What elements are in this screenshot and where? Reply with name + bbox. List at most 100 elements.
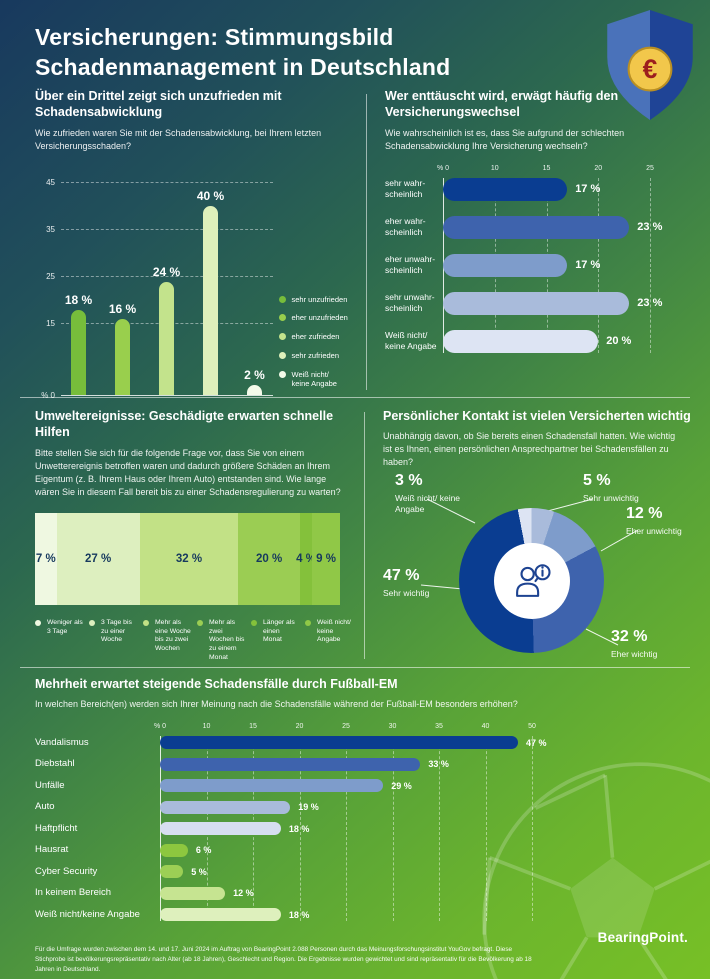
plot-area: Vandalismus 47 % Diebstahl 33 % Unfälle 29 % A… xyxy=(35,736,690,922)
legend-dot xyxy=(251,619,257,626)
legend-label: Weniger als 3 Tage xyxy=(47,618,83,635)
y-axis-tick: 35 xyxy=(46,224,55,234)
divider-horizontal-2 xyxy=(20,667,690,668)
row-label: eher unwahr- scheinlich xyxy=(385,254,436,276)
bar-2 xyxy=(443,215,630,239)
bar-track: 23 % xyxy=(443,215,662,239)
section-wait-time-question: Bitte stellen Sie sich für die folgende … xyxy=(35,447,341,497)
bar-value-label: 16 % xyxy=(108,302,137,317)
segment-6: 9 % xyxy=(312,512,340,605)
bar-value-label: 40 % xyxy=(196,189,225,204)
person-info-icon xyxy=(515,564,551,597)
bar-value-label: 6 % xyxy=(195,845,212,856)
section-wait-time: Umweltereignisse: Geschädigte erwarten s… xyxy=(35,408,357,663)
legend-item: eher zufrieden xyxy=(278,332,361,342)
section-satisfaction: Über ein Drittel zeigt sich unzufrieden … xyxy=(35,88,361,400)
x-axis-tick: % 0 xyxy=(153,723,167,731)
bar-track: 29 % xyxy=(160,779,532,793)
chart-row: Cyber Security 5 % xyxy=(35,865,690,879)
divider-vertical-middle xyxy=(364,412,365,659)
gridline-45: 45 xyxy=(46,178,273,187)
gridline xyxy=(598,177,600,353)
chart-row: Weiß nicht/keine Angabe 18 % xyxy=(35,908,690,922)
bar-value-label: 17 % xyxy=(575,259,601,272)
pie-slice-name: Sehr wichtig xyxy=(383,588,430,599)
y-axis-tick: 25 xyxy=(46,271,55,281)
x-axis: % 0 10 15 20 25 xyxy=(437,164,654,178)
section-satisfaction-question: Wie zufrieden waren Sie mit der Schadens… xyxy=(35,127,322,151)
x-axis-tick: 25 xyxy=(646,164,654,172)
legend-label: eher unzufrieden xyxy=(291,313,348,323)
gridline-25: 25 xyxy=(46,272,273,281)
y-axis-zero-label: % 0 xyxy=(41,390,55,400)
football-em-chart: % 0 10 15 20 25 30 35 40 50 Vandalismus 47 % Diebst… xyxy=(35,723,690,922)
row-label: In keinem Bereich xyxy=(35,887,112,899)
pie-slice-name: Eher unwichtig xyxy=(626,526,682,537)
section-switching-title: Wer enttäuscht wird, erwägt häufig den V… xyxy=(385,89,619,120)
chart-row: In keinem Bereich 12 % xyxy=(35,886,690,900)
bar-3: 24 % xyxy=(153,265,180,395)
bar-9 xyxy=(160,908,281,922)
footnote: Für die Umfrage wurden zwischen dem 14. … xyxy=(35,946,532,974)
chart-row: Hausrat 6 % xyxy=(35,843,690,857)
segment-value-label: 20 % xyxy=(256,552,283,565)
row-label: Hausrat xyxy=(35,844,69,856)
pie-label-l: 47 % Sehr wichtig xyxy=(383,568,429,599)
legend-label: Mehr als eine Woche bis zu zwei Wochen xyxy=(155,618,191,653)
segment-1: 7 % xyxy=(35,512,57,605)
pie-center-badge xyxy=(493,542,570,619)
bar-1: 18 % xyxy=(65,293,92,395)
gridline xyxy=(439,736,440,922)
row-label: Auto xyxy=(35,801,55,813)
bar-1 xyxy=(160,736,519,750)
pie-slice-name: Weiß nicht/ keine Angabe xyxy=(395,493,461,515)
row-label: Weiß nicht/keine Angabe xyxy=(35,908,140,920)
x-axis: % 0 10 15 20 25 30 35 40 50 xyxy=(154,723,536,736)
euro-coin-icon xyxy=(627,46,673,92)
x-axis-tick: 25 xyxy=(342,723,350,731)
pie-slice-name: Sehr unwichtig xyxy=(583,493,639,504)
x-axis-tick: 10 xyxy=(490,164,499,172)
legend-item: Weiß nicht/ keine Angabe xyxy=(305,619,353,663)
legend-item: Mehr als zwei Wochen bis zu einem Monat xyxy=(197,619,245,663)
legend-dot xyxy=(35,619,41,626)
x-axis-tick: 30 xyxy=(388,723,397,731)
row-label: Unfälle xyxy=(35,779,65,791)
divider-horizontal-1 xyxy=(20,397,690,398)
chart-row: Unfälle 29 % xyxy=(35,779,690,793)
row-label: sehr wahr- scheinlich xyxy=(385,178,426,200)
legend-item: 3 Tage bis zu einer Woche xyxy=(89,619,137,663)
legend-label: sehr zufrieden xyxy=(291,350,340,360)
chart-row: Diebstahl 33 % xyxy=(35,757,690,771)
gridline xyxy=(650,177,651,353)
section-football-em-title: Mehrheit erwartet steigende Schadensfäll… xyxy=(35,677,398,691)
legend-dot xyxy=(89,619,95,626)
x-axis-tick: 10 xyxy=(202,723,211,731)
bar-4 xyxy=(443,291,630,315)
legend-item: sehr unzufrieden xyxy=(278,294,361,305)
legend-item: Länger als einen Monat xyxy=(251,619,299,663)
bar-track: 17 % xyxy=(443,177,650,201)
bar-value-label: 2 % xyxy=(244,368,265,383)
page-title: Versicherungen: Stimmungsbild Schadenmana… xyxy=(35,22,450,83)
satisfaction-legend: sehr unzufrieden eher unzufrieden eher zuf… xyxy=(278,294,361,396)
legend-item: Weiß nicht/ keine Angabe xyxy=(278,370,361,390)
brand-logo: BearingPoint. xyxy=(597,930,688,945)
bar-track: 23 % xyxy=(443,291,662,315)
bar-track: 12 % xyxy=(160,886,532,900)
legend-item: sehr zufrieden xyxy=(278,350,361,361)
bar-value-label: 5 % xyxy=(191,866,207,877)
page-title-line2: Schadenmanagement in Deutschland xyxy=(35,54,451,81)
legend-label: sehr unzufrieden xyxy=(291,294,348,304)
y-axis-tick: 15 xyxy=(46,318,55,328)
bar-value-label: 18 % xyxy=(64,292,93,307)
chart-row: Auto 19 % xyxy=(35,800,690,814)
y-axis-tick: 45 xyxy=(46,177,55,187)
bars: 18 % 16 % 24 % 40 % 2 % xyxy=(61,183,273,395)
legend-item: Weniger als 3 Tage xyxy=(35,619,83,663)
gridline xyxy=(532,736,533,922)
satisfaction-chart: 45 35 25 15 % 0 18 % 16 % 24 % 40 % 2 % sehr unzu… xyxy=(35,165,361,400)
bar-4: 40 % xyxy=(197,189,224,395)
x-axis-tick: 20 xyxy=(594,164,603,172)
legend-dot xyxy=(278,351,286,359)
